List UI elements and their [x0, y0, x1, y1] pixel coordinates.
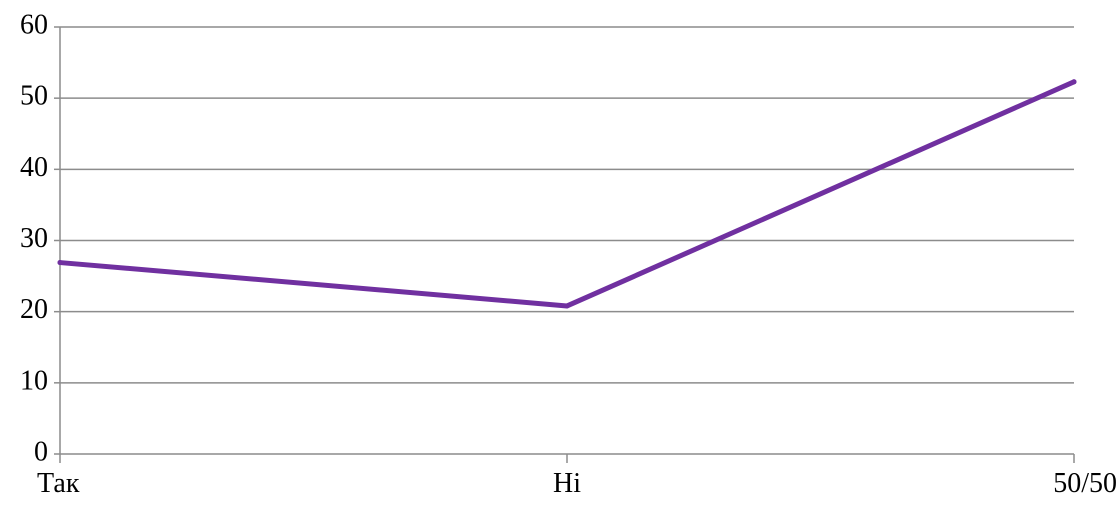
- y-tick-label: 20: [20, 294, 48, 325]
- y-tick-label: 50: [20, 81, 48, 112]
- x-tick-label: Так: [37, 468, 80, 499]
- data-point: [564, 303, 570, 309]
- series-lines: [57, 79, 1077, 309]
- y-tick-labels: 0 10 20 30 40 50 60: [20, 9, 48, 467]
- y-tick-label: 0: [34, 436, 48, 467]
- axes: [54, 26, 1075, 463]
- y-tick-label: 40: [20, 152, 48, 183]
- data-point: [1071, 79, 1077, 85]
- x-tick-labels: Так Ні 50/50: [37, 468, 1117, 499]
- y-tick-label: 30: [20, 223, 48, 254]
- x-tick-label: Ні: [553, 468, 581, 499]
- series-line-0: [57, 79, 1077, 309]
- y-tick-label: 60: [20, 9, 48, 40]
- data-point: [57, 260, 63, 266]
- y-tick-label: 10: [20, 365, 48, 396]
- gridlines: [60, 26, 1074, 384]
- x-tick-label: 50/50: [1053, 468, 1117, 499]
